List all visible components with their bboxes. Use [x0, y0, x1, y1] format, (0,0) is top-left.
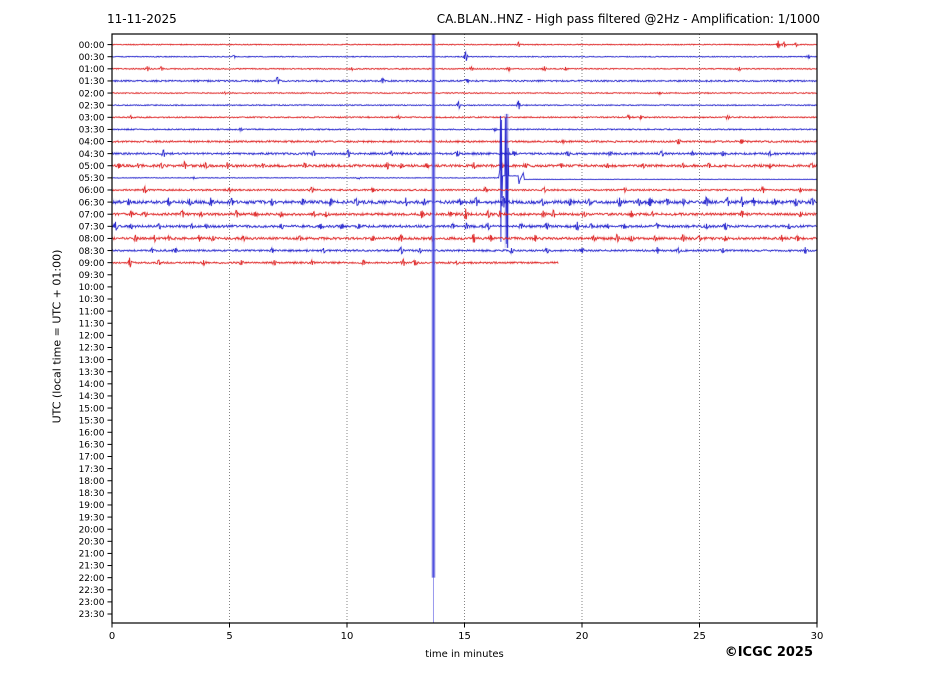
y-tick-label: 22:30	[79, 586, 105, 596]
y-tick-label: 16:30	[79, 441, 105, 451]
trace-06:00	[111, 184, 818, 194]
y-tick-label: 20:00	[79, 525, 105, 535]
y-tick-label: 10:30	[79, 295, 105, 305]
trace-01:30	[111, 77, 818, 85]
y-tick-label: 01:00	[79, 65, 105, 75]
y-tick-label: 05:00	[79, 162, 105, 172]
x-axis-label: time in minutes	[425, 649, 504, 660]
date-title: 11-11-2025	[107, 12, 177, 26]
y-tick-label: 13:30	[79, 368, 105, 378]
trace-03:30	[112, 127, 818, 133]
y-tick-label: 05:30	[79, 174, 105, 184]
y-tick-label: 17:30	[79, 465, 105, 475]
y-tick-label: 21:00	[79, 550, 105, 560]
y-tick-label: 07:00	[79, 210, 105, 220]
trace-06:30	[111, 196, 818, 208]
y-tick-label: 08:30	[79, 247, 105, 257]
trace-05:00	[111, 160, 818, 170]
y-tick-label: 11:00	[79, 307, 105, 317]
trace-02:30	[112, 100, 818, 110]
x-tick-label: 30	[811, 631, 824, 642]
y-tick-label: 23:30	[79, 610, 105, 620]
trace-02:00	[111, 91, 818, 96]
y-tick-label: 01:30	[79, 77, 105, 87]
y-tick-label: 07:30	[79, 223, 105, 233]
y-tick-label: 11:30	[79, 319, 105, 329]
y-tick-label: 14:00	[79, 380, 105, 390]
trace-09:00	[112, 257, 559, 268]
y-tick-label: 20:30	[79, 538, 105, 548]
y-tick-label: 00:00	[79, 41, 105, 51]
y-tick-label: 06:00	[79, 186, 105, 196]
y-tick-label: 04:00	[79, 138, 105, 148]
y-tick-label: 22:00	[79, 574, 105, 584]
y-tick-label: 15:30	[79, 416, 105, 426]
y-tick-label: 02:30	[79, 101, 105, 111]
x-tick-label: 25	[693, 631, 706, 642]
y-tick-label: 09:00	[79, 259, 105, 269]
y-tick-label: 13:00	[79, 356, 105, 366]
y-tick-label: 21:30	[79, 562, 105, 572]
y-tick-label: 18:00	[79, 477, 105, 487]
copyright-label: ©ICGC 2025	[724, 645, 813, 660]
trace-08:30	[111, 246, 818, 255]
y-tick-label: 19:00	[79, 501, 105, 511]
station-title: CA.BLAN..HNZ - High pass filtered @2Hz -…	[436, 12, 820, 26]
y-tick-label: 17:00	[79, 453, 105, 463]
trace-07:00	[112, 208, 818, 220]
y-tick-label: 12:30	[79, 344, 105, 354]
y-tick-label: 09:30	[79, 271, 105, 281]
y-tick-label: 00:30	[79, 53, 105, 63]
y-tick-label: 10:00	[79, 283, 105, 293]
y-tick-label: 08:00	[79, 235, 105, 245]
trace-04:30	[111, 149, 818, 158]
y-tick-label: 15:00	[79, 404, 105, 414]
y-tick-label: 12:00	[79, 332, 105, 342]
y-tick-label: 03:30	[79, 126, 105, 136]
trace-07:30	[111, 221, 818, 231]
x-tick-label: 5	[226, 631, 232, 642]
trace-00:30	[112, 50, 818, 61]
x-tick-label: 20	[576, 631, 589, 642]
y-tick-label: 03:00	[79, 113, 105, 123]
y-tick-label: 23:00	[79, 598, 105, 608]
trace-03:00	[111, 114, 818, 121]
y-tick-label: 02:00	[79, 89, 105, 99]
x-tick-label: 15	[458, 631, 471, 642]
trace-04:00	[111, 138, 818, 145]
x-tick-label: 10	[341, 631, 354, 642]
x-tick-label: 0	[109, 631, 115, 642]
trace-05:30	[111, 113, 817, 248]
y-tick-label: 14:30	[79, 392, 105, 402]
trace-08:00	[111, 233, 818, 244]
y-tick-label: 04:30	[79, 150, 105, 160]
trace-01:00	[111, 65, 818, 72]
y-tick-label: 06:30	[79, 198, 105, 208]
trace-00:00	[111, 40, 818, 49]
trace-halo-05:00	[111, 158, 818, 172]
y-tick-label: 19:30	[79, 513, 105, 523]
y-tick-label: 16:00	[79, 428, 105, 438]
y-tick-label: 18:30	[79, 489, 105, 499]
